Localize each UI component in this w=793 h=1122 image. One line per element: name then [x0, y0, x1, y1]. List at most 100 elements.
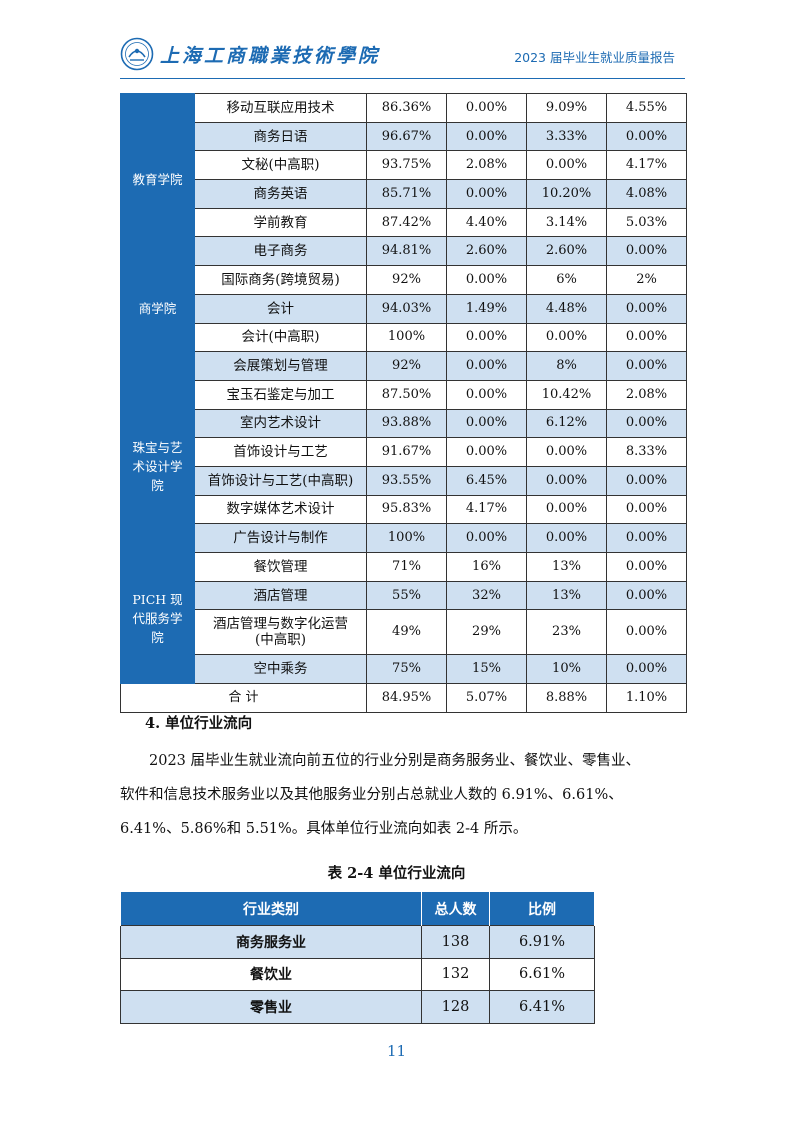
value-cell: 16% — [446, 552, 527, 582]
value-cell: 0.00% — [446, 523, 527, 553]
value-cell: 95.83% — [366, 494, 447, 525]
major-cell: 宝玉石鉴定与加工 — [194, 379, 367, 410]
school-name: 上海工商職業技術學院 — [160, 45, 381, 67]
major-cell: 首饰设计与工艺(中高职) — [194, 465, 367, 496]
ratio-cell: 6.91% — [489, 925, 595, 959]
college-cell: 珠宝与艺 术设计学 院 — [120, 379, 195, 554]
major-cell: 首饰设计与工艺 — [194, 437, 367, 467]
value-cell: 0.00% — [526, 494, 607, 525]
value-cell: 71% — [366, 552, 447, 582]
value-cell: 0.00% — [446, 351, 527, 381]
value-cell: 9.09% — [526, 93, 607, 123]
value-cell: 91.67% — [366, 437, 447, 467]
major-cell: 室内艺术设计 — [194, 408, 367, 439]
value-cell: 0.00% — [446, 121, 527, 152]
table-row: 数字媒体艺术设计 95.83% 4.17% 0.00% 0.00% — [121, 494, 687, 525]
table-row: 国际商务(跨境贸易) 92% 0.00% 6% 2% — [121, 265, 687, 295]
value-cell: 15% — [446, 654, 527, 685]
value-cell: 87.42% — [366, 207, 447, 238]
major-cell: 空中乘务 — [194, 654, 367, 685]
value-cell: 0.00% — [526, 523, 607, 553]
value-cell: 1.10% — [606, 683, 687, 713]
value-cell: 75% — [366, 654, 447, 685]
value-cell: 2.60% — [446, 236, 527, 267]
value-cell: 0.00% — [446, 322, 527, 353]
college-name-line: 院 — [151, 477, 164, 493]
table-row: 商务服务业 138 6.91% — [120, 925, 595, 959]
value-cell: 4.48% — [526, 293, 607, 324]
table-row: 会展策划与管理 92% 0.00% 8% 0.00% — [121, 351, 687, 381]
value-cell: 13% — [526, 552, 607, 582]
value-cell: 6.45% — [446, 465, 527, 496]
major-cell: 会计 — [194, 293, 367, 324]
report-title: 2023 届毕业生就业质量报告 — [514, 50, 675, 65]
value-cell: 10% — [526, 654, 607, 685]
value-cell: 92% — [366, 265, 447, 295]
value-cell: 0.00% — [606, 293, 687, 324]
value-cell: 8.88% — [526, 683, 607, 713]
major-cell: 学前教育 — [194, 207, 367, 238]
value-cell: 6% — [526, 265, 607, 295]
table-row: 商务英语 85.71% 0.00% 10.20% 4.08% — [121, 179, 687, 209]
major-cell: 商务日语 — [194, 121, 367, 152]
value-cell: 0.00% — [526, 150, 607, 181]
major-line: (中高职) — [254, 632, 307, 649]
major-line: 酒店管理与数字化运营 — [213, 616, 348, 633]
total-row: 合 计 84.95% 5.07% 8.88% 1.10% — [120, 683, 687, 713]
section-paragraph: 2023 届毕业生就业流向前五位的行业分别是商务服务业、餐饮业、零售业、 软件和… — [120, 744, 685, 846]
paragraph-line: 2023 届毕业生就业流向前五位的行业分别是商务服务业、餐饮业、零售业、 — [149, 753, 641, 769]
value-cell: 2.08% — [606, 379, 687, 410]
value-cell: 4.55% — [606, 93, 687, 123]
table-row: 商学院 电子商务 94.81% 2.60% 2.60% 0.00% — [120, 236, 687, 381]
value-cell: 85.71% — [366, 179, 447, 209]
value-cell: 94.81% — [366, 236, 447, 267]
value-cell: 93.55% — [366, 465, 447, 496]
value-cell: 0.00% — [606, 654, 687, 685]
page-header: 上海工商職業技術學院 2023 届毕业生就业质量报告 — [0, 0, 793, 80]
value-cell: 32% — [446, 580, 527, 611]
table-row: 首饰设计与工艺(中高职) 93.55% 6.45% 0.00% 0.00% — [121, 465, 687, 496]
value-cell: 0.00% — [446, 93, 527, 123]
value-cell: 0.00% — [606, 552, 687, 582]
major-cell: 会计(中高职) — [194, 322, 367, 353]
table-row: 首饰设计与工艺 91.67% 0.00% 0.00% 8.33% — [121, 437, 687, 467]
major-cell: 商务英语 — [194, 179, 367, 209]
table-row: 空中乘务 75% 15% 10% 0.00% — [121, 654, 687, 685]
college-name-line: 代服务学 — [132, 610, 183, 626]
value-cell: 5.03% — [606, 207, 687, 238]
table-row: 文秘(中高职) 93.75% 2.08% 0.00% 4.17% — [121, 150, 687, 181]
count-cell: 128 — [421, 990, 490, 1024]
table-header-row: 行业类别 总人数 比例 — [120, 891, 595, 926]
value-cell: 86.36% — [366, 93, 447, 123]
value-cell: 8% — [526, 351, 607, 381]
value-cell: 8.33% — [606, 437, 687, 467]
college-cell: 商学院 — [120, 236, 195, 381]
value-cell: 0.00% — [606, 236, 687, 267]
table-row: 珠宝与艺 术设计学 院 宝玉石鉴定与加工 87.50% 0.00% 10.42%… — [120, 379, 687, 554]
table-row: PICH 现 代服务学 院 餐饮管理 71% 16% 13% 0.00% — [120, 551, 687, 685]
value-cell: 0.00% — [446, 265, 527, 295]
value-cell: 23% — [526, 609, 607, 656]
value-cell: 4.08% — [606, 179, 687, 209]
header-divider — [120, 78, 685, 79]
table-row: 酒店管理与数字化运营 (中高职) 49% 29% 23% 0.00% — [121, 609, 687, 656]
value-cell: 0.00% — [446, 379, 527, 410]
value-cell: 0.00% — [606, 609, 687, 656]
value-cell: 87.50% — [366, 379, 447, 410]
major-cell: 数字媒体艺术设计 — [194, 494, 367, 525]
value-cell: 0.00% — [526, 437, 607, 467]
value-cell: 100% — [366, 523, 447, 553]
college-cell: PICH 现 代服务学 院 — [120, 551, 195, 685]
college-name-line: 珠宝与艺 — [132, 439, 183, 455]
value-cell: 1.49% — [446, 293, 527, 324]
paragraph-line: 软件和信息技术服务业以及其他服务业分别占总就业人数的 6.91%、6.61%、 — [120, 787, 623, 803]
column-header: 总人数 — [421, 891, 490, 926]
table-row: 会计(中高职) 100% 0.00% 0.00% 0.00% — [121, 322, 687, 353]
value-cell: 0.00% — [606, 322, 687, 353]
paragraph-line: 6.41%、5.86%和 5.51%。具体单位行业流向如表 2-4 所示。 — [120, 821, 528, 837]
ratio-cell: 6.61% — [489, 957, 595, 991]
value-cell: 5.07% — [446, 683, 527, 713]
value-cell: 0.00% — [606, 351, 687, 381]
column-header: 比例 — [489, 891, 595, 926]
major-cell: 国际商务(跨境贸易) — [194, 265, 367, 295]
